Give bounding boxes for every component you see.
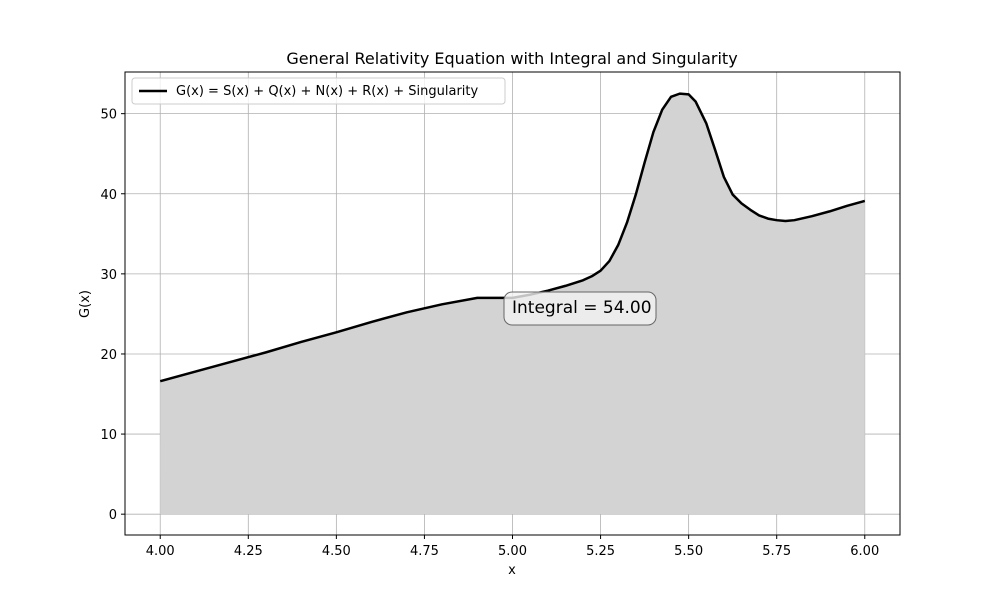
x-tick-label: 5.25 [586, 544, 615, 559]
y-axis-label: G(x) [78, 290, 93, 318]
x-axis-label: x [508, 563, 516, 578]
legend-label: G(x) = S(x) + Q(x) + N(x) + R(x) + Singu… [176, 84, 479, 99]
series-line-layer [159, 92, 866, 383]
x-tick-label: 6.00 [850, 544, 879, 559]
y-tick-label: 40 [100, 188, 117, 203]
integral-annotation: Integral = 54.00 [503, 291, 657, 326]
x-tick-label: 4.25 [234, 544, 263, 559]
chart-title: General Relativity Equation with Integra… [286, 49, 737, 68]
annotation-box [503, 291, 657, 326]
y-axis-ticks: 0 10 20 30 40 50 [100, 108, 125, 523]
y-tick-label: 10 [100, 428, 117, 443]
legend-box [131, 77, 506, 105]
y-tick-label: 20 [100, 348, 117, 363]
x-tick-label: 4.75 [410, 544, 439, 559]
series-line [159, 92, 866, 383]
x-axis-ticks: 4.00 4.25 4.50 4.75 5.00 5.25 5.50 5.75 6.00 [146, 535, 879, 559]
y-tick-label: 30 [100, 268, 117, 283]
y-tick-label: 0 [109, 508, 117, 523]
annotation-text: Integral = 54.00 [512, 298, 652, 318]
legend: G(x) = S(x) + Q(x) + N(x) + R(x) + Singu… [131, 77, 506, 105]
x-tick-label: 5.50 [674, 544, 703, 559]
x-tick-label: 4.50 [322, 544, 351, 559]
x-tick-label: 5.00 [498, 544, 527, 559]
x-tick-label: 4.00 [146, 544, 175, 559]
x-tick-label: 5.75 [762, 544, 791, 559]
y-tick-label: 50 [100, 108, 117, 123]
